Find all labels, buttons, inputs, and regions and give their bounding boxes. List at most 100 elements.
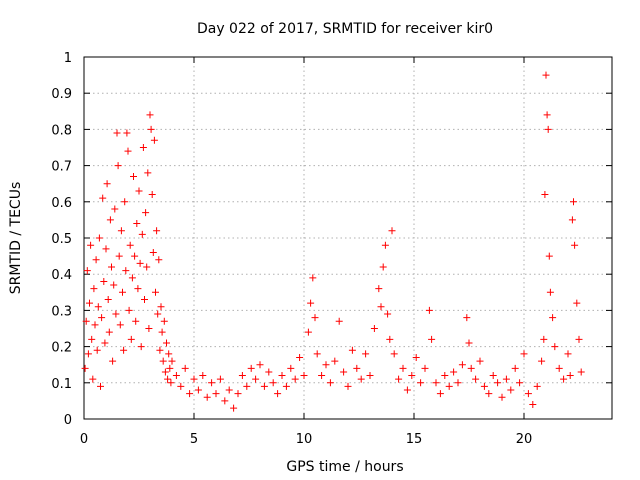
data-point <box>441 372 449 380</box>
data-point <box>143 263 151 271</box>
data-point <box>106 216 114 224</box>
data-point <box>340 368 348 376</box>
data-point <box>88 335 96 343</box>
data-point <box>152 288 159 296</box>
data-point <box>375 285 383 293</box>
data-point <box>524 390 532 398</box>
data-point <box>148 191 156 199</box>
data-point <box>445 382 453 390</box>
y-tick-label: 0.8 <box>51 123 72 138</box>
data-point <box>199 372 207 380</box>
data-point <box>485 390 493 398</box>
data-point <box>166 364 174 372</box>
data-point <box>381 241 389 249</box>
data-point <box>94 303 102 311</box>
data-point <box>120 346 128 354</box>
data-point <box>160 317 168 325</box>
data-point <box>121 198 129 206</box>
data-point <box>144 169 152 177</box>
data-point <box>132 317 140 325</box>
data-point <box>122 267 130 275</box>
data-point <box>145 325 153 332</box>
data-point <box>282 382 290 390</box>
data-point <box>549 314 557 322</box>
data-point <box>110 281 118 289</box>
data-points <box>81 71 585 412</box>
grid-lines <box>84 57 612 419</box>
data-point <box>545 252 553 260</box>
data-point <box>99 194 107 202</box>
data-point <box>117 227 125 235</box>
data-point <box>353 364 361 372</box>
data-point <box>212 390 220 398</box>
data-point <box>130 172 137 180</box>
data-point <box>203 393 211 401</box>
data-point <box>252 375 260 383</box>
data-point <box>104 296 112 304</box>
data-point <box>498 393 506 401</box>
y-tick-label: 1 <box>64 51 72 66</box>
data-point <box>123 129 131 137</box>
data-point <box>541 191 549 199</box>
y-tick-label: 0.3 <box>51 304 72 319</box>
data-point <box>119 288 126 296</box>
data-point <box>95 234 103 242</box>
data-point <box>465 339 473 347</box>
data-point <box>181 364 189 372</box>
data-point <box>573 299 581 307</box>
data-point <box>93 346 101 354</box>
data-point <box>307 299 315 307</box>
data-point <box>476 357 484 365</box>
y-axis-label: SRMTID / TECUs <box>8 182 24 295</box>
data-point <box>344 382 352 390</box>
data-point <box>150 136 158 144</box>
x-tick-label: 5 <box>190 432 198 447</box>
data-point <box>278 372 286 380</box>
data-point <box>81 364 89 372</box>
data-point <box>269 379 277 387</box>
data-point <box>362 350 370 358</box>
data-point <box>114 162 122 170</box>
data-point <box>386 335 394 343</box>
data-point <box>112 310 120 318</box>
data-point <box>216 375 224 383</box>
data-point <box>542 71 550 79</box>
data-point <box>304 328 312 336</box>
data-point <box>472 375 480 383</box>
data-point <box>571 241 579 249</box>
y-tick-label: 0.7 <box>51 160 72 175</box>
data-point <box>128 274 136 282</box>
data-point <box>167 379 175 387</box>
data-point <box>502 375 510 383</box>
data-point <box>87 241 95 249</box>
data-point <box>164 375 172 383</box>
data-point <box>89 375 97 383</box>
data-point <box>533 382 541 390</box>
x-tick-label: 20 <box>516 432 533 447</box>
data-point <box>97 382 104 390</box>
data-point <box>467 364 475 372</box>
data-point <box>221 397 229 405</box>
data-point <box>92 256 100 264</box>
data-point <box>458 361 466 369</box>
data-point <box>529 401 537 409</box>
data-point <box>260 382 268 390</box>
data-point <box>157 303 165 311</box>
data-point <box>454 379 462 387</box>
data-point <box>555 364 563 372</box>
data-point <box>291 375 299 383</box>
data-point <box>326 379 334 387</box>
data-point <box>177 382 185 390</box>
data-point <box>412 353 420 361</box>
data-point <box>149 248 157 256</box>
data-point <box>159 357 167 365</box>
data-point <box>520 350 528 358</box>
data-point <box>91 321 99 329</box>
data-point <box>154 310 162 318</box>
data-point <box>90 285 98 293</box>
data-point <box>147 125 155 133</box>
data-point <box>137 343 145 351</box>
data-point <box>395 375 403 383</box>
data-point <box>577 368 585 376</box>
